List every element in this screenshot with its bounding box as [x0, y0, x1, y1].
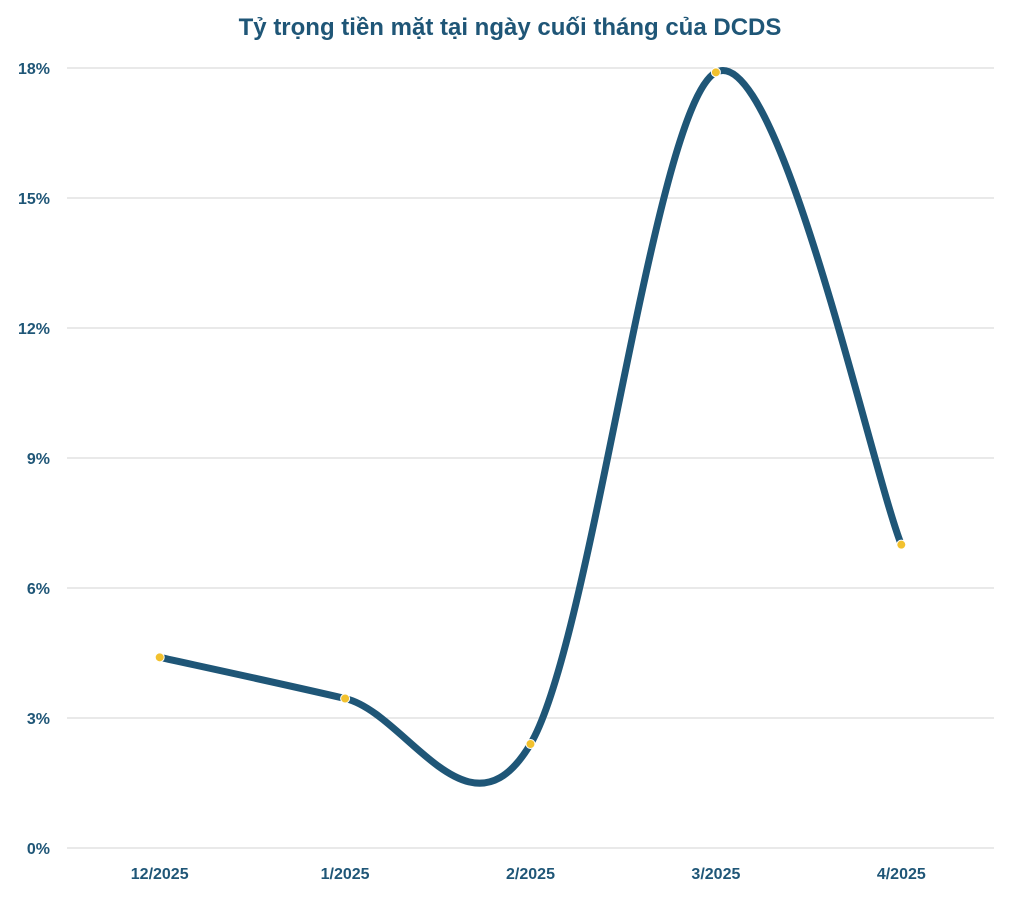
y-tick-label: 18% [18, 61, 50, 78]
x-axis-ticks: 12/2025 1/2025 2/2025 3/2025 4/2025 [131, 866, 926, 883]
y-tick-label: 3% [27, 711, 50, 728]
chart-title: Tỷ trọng tiền mặt tại ngày cuối tháng củ… [238, 14, 782, 41]
data-point [710, 67, 721, 78]
data-point [896, 539, 907, 550]
x-tick-label: 1/2025 [321, 866, 370, 883]
y-tick-label: 6% [27, 581, 50, 598]
data-point [525, 739, 536, 749]
data-point [340, 693, 351, 704]
series-line [156, 67, 905, 787]
x-tick-label: 3/2025 [691, 866, 740, 883]
y-tick-label: 15% [18, 191, 50, 208]
y-axis-ticks: 0% 3% 6% 9% 12% 15% 18% [18, 61, 50, 858]
y-tick-label: 12% [18, 321, 50, 338]
x-tick-label: 4/2025 [877, 866, 926, 883]
y-tick-label: 0% [27, 841, 50, 858]
x-tick-label: 2/2025 [506, 866, 555, 883]
data-point [154, 652, 165, 663]
y-tick-label: 9% [27, 451, 50, 468]
series-layer [156, 67, 905, 787]
grid-lines [67, 67, 994, 849]
x-tick-label: 12/2025 [131, 866, 189, 883]
markers-layer [154, 67, 907, 749]
